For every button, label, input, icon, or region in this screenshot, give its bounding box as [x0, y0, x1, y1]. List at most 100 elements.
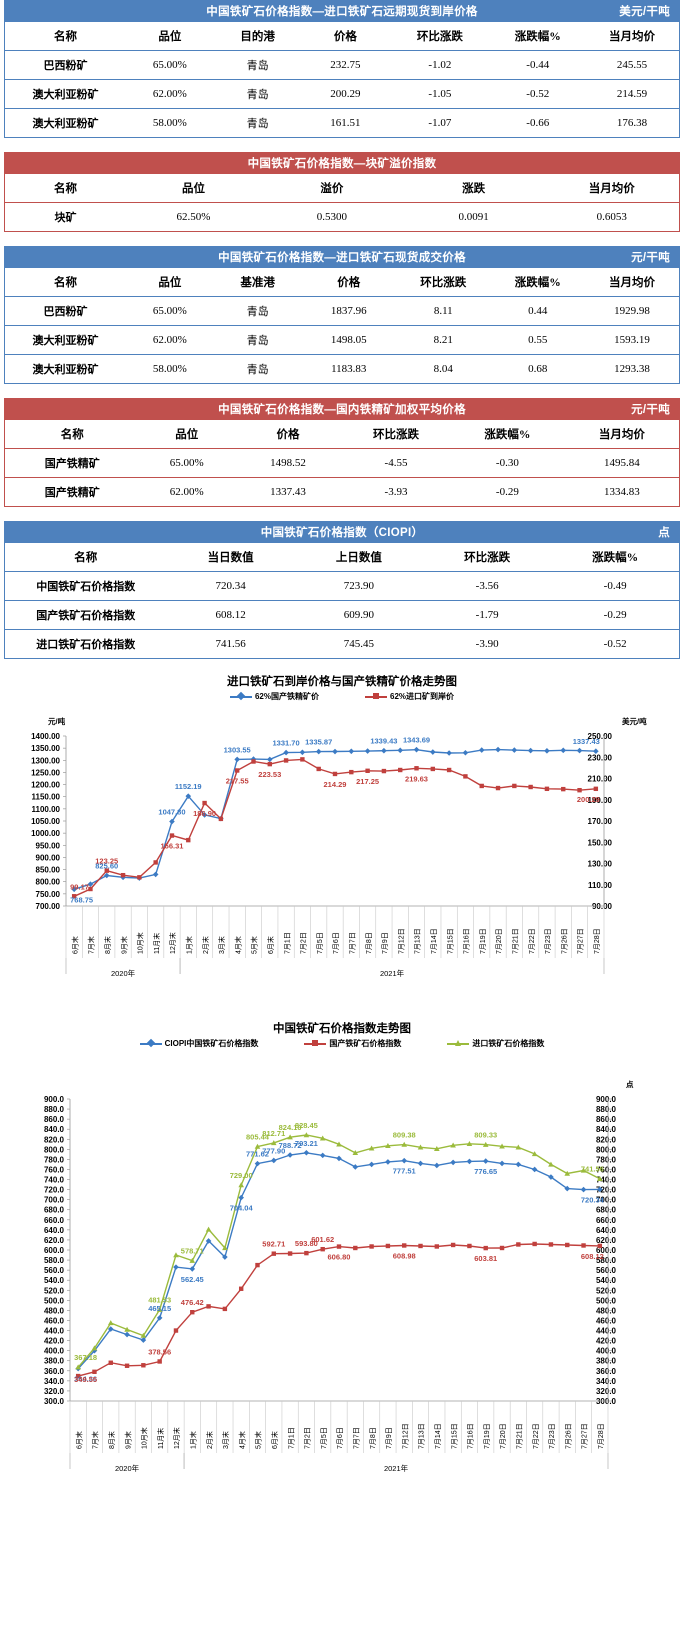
legend-item[interactable]: 进口铁矿石价格指数: [447, 1038, 544, 1049]
series-62%进口矿到岸价: [71, 757, 599, 899]
chart-svg: 元/吨 美元/吨 1400.00 1350.00 1300.00 1250.00 1200.…: [31, 716, 647, 978]
data-point-marker: [107, 1320, 114, 1326]
data-point-marker: [401, 1141, 408, 1147]
legend-item[interactable]: 62%国产铁精矿价: [229, 691, 319, 702]
x-tick-group: 7月16日: [463, 928, 471, 954]
legend-swatch: [139, 1038, 162, 1047]
x-axis-tick-label: 6月末: [70, 936, 79, 954]
table-block-ciopi: 中国铁矿石价格指数（CIOPI）点名称 当日数值 上日数值 环比涨跌 涨跌幅% 中国铁矿石…: [4, 521, 680, 659]
x-axis-tick-label: 12月末: [172, 1427, 181, 1449]
y-axis-tick-left: 580.0: [44, 1256, 65, 1265]
cell-value: 0.55: [490, 325, 585, 355]
data-point-marker: [186, 837, 191, 843]
data-point-marker: [316, 766, 321, 772]
y-axis-tick-right: 360.0: [596, 1367, 617, 1376]
data-point-marker: [548, 1174, 554, 1180]
data-table-domestic-concentrate: 名称 品位 价格 环比涨跌 涨跌幅% 当月均价 国产铁精矿 65.00% 1498.52 -4.5…: [4, 420, 680, 507]
x-tick-group: 11月末: [152, 933, 161, 954]
x-tick-group: 5月末: [254, 1431, 263, 1449]
column-header: 上日数值: [294, 543, 423, 572]
x-axis-tick-label: 4月末: [237, 1431, 246, 1449]
data-point-marker: [434, 1146, 440, 1152]
data-point-marker: [157, 1359, 162, 1364]
x-tick-group: 7月21日: [512, 928, 520, 954]
data-point-marker: [434, 1244, 440, 1249]
data-point-marker: [352, 1164, 359, 1170]
legend-marker-icon: [312, 1039, 319, 1046]
data-point-marker: [385, 1143, 391, 1149]
x-tick-group: 6月末: [74, 1431, 83, 1449]
legend-marker-icon: [455, 1039, 462, 1046]
x-axis-tick-label: 7月13日: [414, 928, 422, 954]
data-point-marker: [299, 749, 306, 756]
y-axis-tick-left: 300.0: [44, 1397, 65, 1406]
y-axis-tick-left: 400.0: [44, 1347, 65, 1356]
data-point-label: 156.31: [160, 842, 183, 851]
table-header-import-spot-deal: 中国铁矿石价格指数—进口铁矿石现货成交价格 元/干吨: [4, 246, 680, 268]
column-header: 基准港: [213, 268, 302, 297]
y-axis-tick-right: 420.0: [596, 1337, 617, 1346]
data-point-label: 729.00: [230, 1171, 253, 1180]
data-point-label: 214.29: [324, 780, 347, 789]
data-point-label: 200.29: [577, 795, 600, 804]
y-axis-tick-left: 460.0: [44, 1316, 65, 1325]
x-tick-group: 7月1日: [283, 932, 291, 954]
x-tick-group: 7月20日: [495, 928, 503, 954]
legend-label: 62%国产铁精矿价: [254, 692, 319, 701]
legend-item[interactable]: 62%进口矿到岸价: [365, 691, 454, 702]
y-axis-tick-left: 420.0: [44, 1337, 65, 1346]
legend-item[interactable]: 国产铁矿石价格指数: [304, 1038, 401, 1049]
data-point-marker: [287, 1134, 293, 1140]
data-point-marker: [173, 1328, 179, 1333]
y-axis-tick-right: 230.00: [588, 753, 613, 762]
data-point-marker: [189, 1266, 196, 1272]
cell-value: 青岛: [246, 364, 269, 376]
data-point-marker: [397, 747, 404, 754]
x-axis-tick-label: 3月末: [217, 936, 226, 954]
x-axis-tick-label: 7月8日: [365, 932, 373, 954]
cell-value: 62.00%: [126, 325, 214, 355]
data-point-marker: [71, 894, 77, 899]
data-point-marker: [238, 1194, 244, 1201]
x-axis-tick-label: 9月末: [119, 936, 128, 954]
legend-item[interactable]: CIOPI中国铁矿石价格指数: [139, 1038, 258, 1049]
data-point-marker: [597, 1175, 603, 1181]
table-row: 澳大利亚粉矿 58.00% 青岛 161.51 -1.07 -0.66 176.38: [5, 109, 680, 138]
x-axis-tick-label: 2月末: [205, 1431, 214, 1449]
data-point-marker: [352, 1150, 359, 1156]
cell-value: 1498.52: [234, 448, 342, 478]
y-axis-tick-left: 1150.00: [32, 793, 61, 802]
table-header-row: 名称 当日数值 上日数值 环比涨跌 涨跌幅%: [4, 543, 680, 572]
x-axis-tick-label: 7月13日: [418, 1423, 426, 1449]
chart-price-trend: 进口铁矿石到岸价格与国产铁精矿价格走势图 62%国产铁精矿价 62%进口矿到岸价 元/…: [4, 673, 680, 1014]
data-point-marker: [140, 1337, 147, 1343]
data-point-marker: [218, 816, 224, 822]
x-tick-group: 6月末: [266, 936, 275, 954]
table-header-row: 名称 品位 目的港 价格 环比涨跌 涨跌幅% 当月均价: [4, 22, 680, 51]
x-axis-tick-label: 5月末: [254, 1431, 263, 1449]
data-point-marker: [238, 1286, 244, 1291]
x-tick-group: 2月末: [205, 1431, 214, 1449]
x-tick-group: 7月1日: [287, 1427, 295, 1449]
data-point-marker: [222, 1254, 228, 1260]
data-point-marker: [201, 812, 208, 818]
data-point-marker: [495, 746, 501, 753]
column-header: 品位: [139, 420, 234, 449]
x-axis-tick-label: 7月14日: [430, 928, 438, 954]
data-point-label: 593.80: [295, 1239, 318, 1248]
data-point-marker: [462, 749, 469, 756]
data-point-label: 1152.19: [175, 782, 202, 791]
data-point-marker: [368, 1145, 375, 1151]
column-header: 涨跌幅%: [490, 268, 585, 297]
y-axis-tick-right: 740.0: [596, 1176, 617, 1185]
data-point-label: 481.53: [148, 1296, 171, 1305]
data-point-marker: [561, 786, 566, 792]
chart-title: 中国铁矿石价格指数走势图: [273, 1023, 411, 1035]
x-axis-tick-label: 4月末: [233, 936, 242, 954]
data-point-marker: [531, 1151, 538, 1157]
y-axis-tick-right: 320.0: [596, 1387, 617, 1396]
cell-value: -1.02: [389, 50, 491, 80]
data-point-label: 219.63: [405, 774, 428, 783]
x-tick-group: 7月7日: [353, 1427, 361, 1449]
data-table-import-forward-cfr: 名称 品位 目的港 价格 环比涨跌 涨跌幅% 当月均价 巴西粉矿 65.00% 青岛 232.75-…: [4, 22, 680, 138]
